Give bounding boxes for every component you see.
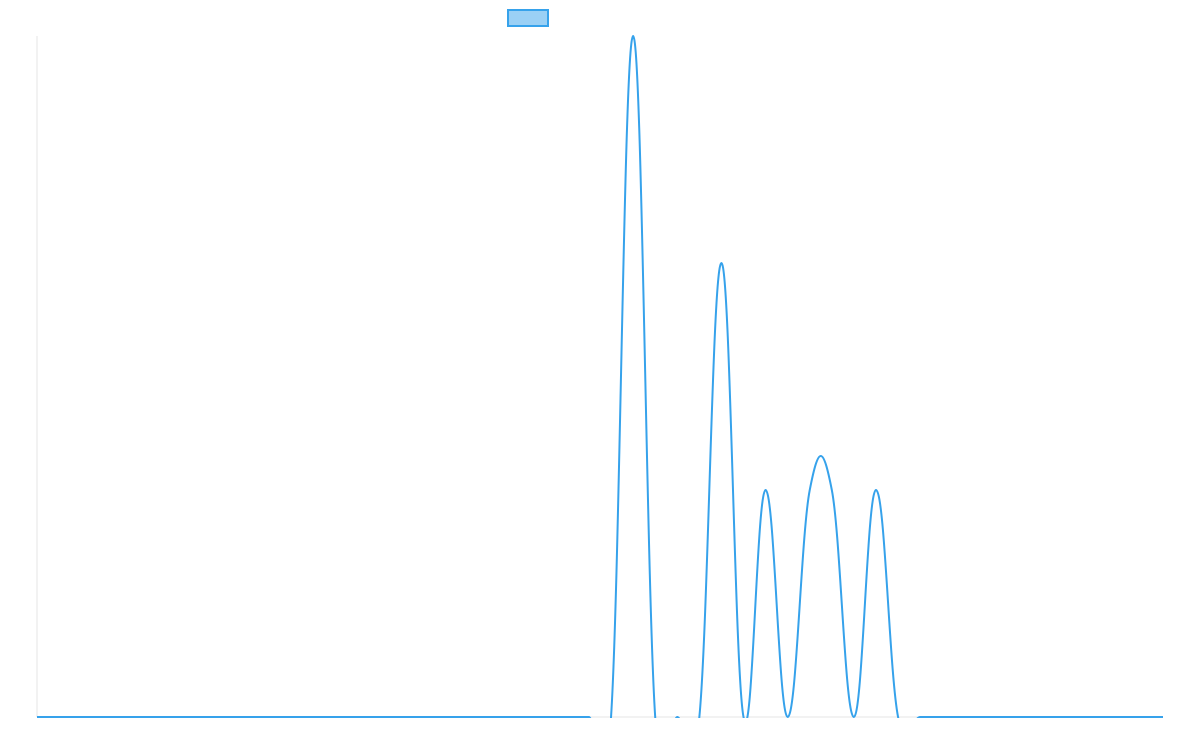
axes xyxy=(36,36,1163,718)
legend[interactable] xyxy=(507,9,549,27)
legend-swatch[interactable] xyxy=(507,9,549,27)
series-layer xyxy=(36,35,1163,718)
series-line-0 xyxy=(36,35,1163,718)
